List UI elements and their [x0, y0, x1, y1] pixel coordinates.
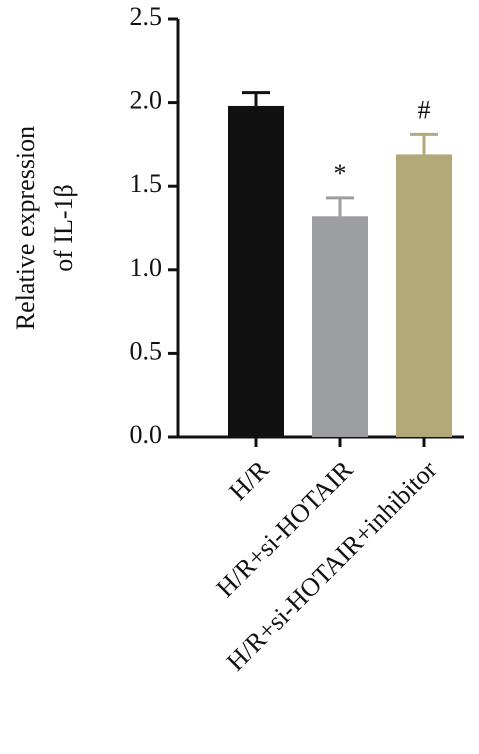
x-tick-label: H/R — [223, 454, 275, 506]
y-axis-label: of IL-1β — [49, 184, 78, 272]
bar — [312, 216, 368, 437]
y-tick-label: 0.5 — [130, 336, 163, 365]
y-tick-label: 1.0 — [130, 253, 163, 282]
annotation: * — [334, 159, 347, 188]
y-tick-label: 1.5 — [130, 169, 163, 198]
bar — [228, 105, 284, 437]
y-tick-label: 0.0 — [130, 420, 163, 449]
y-tick-label: 2.5 — [130, 2, 163, 31]
bar — [396, 154, 452, 437]
annotation: # — [418, 95, 431, 124]
y-axis-label: Relative expression — [11, 126, 40, 330]
y-tick-label: 2.0 — [130, 86, 163, 115]
